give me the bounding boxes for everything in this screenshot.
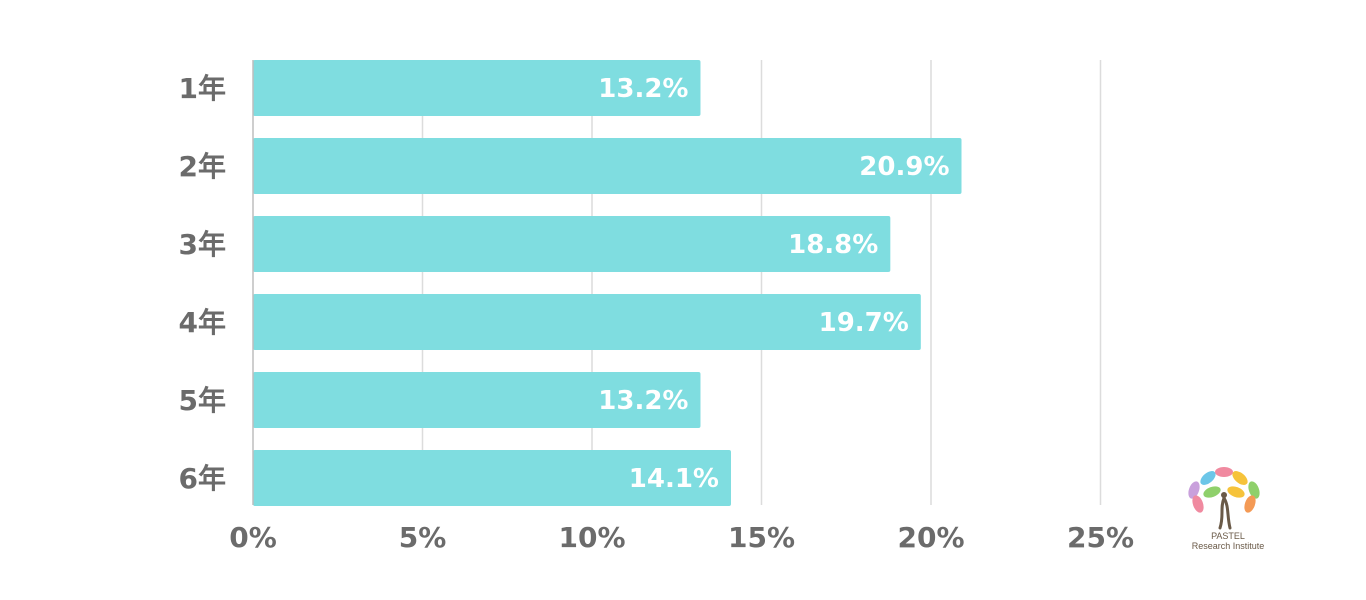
logo-petal [1248,481,1260,499]
category-label-3: 3年 [179,228,226,261]
logo-petal [1215,467,1233,477]
category-label-1: 1年 [179,72,226,105]
logo-petal [1227,486,1245,498]
data-label-6: 14.1% [629,464,719,494]
x-tick-label-0: 0% [229,521,277,554]
logo-petal [1244,495,1256,513]
data-label-1: 13.2% [598,74,688,104]
bar-6 [253,450,731,506]
data-label-2: 20.9% [859,152,949,182]
logo-line-2: Research Institute [1191,541,1265,551]
x-tick-label-25: 25% [1067,521,1134,554]
category-label-4: 4年 [179,306,226,339]
x-tick-label-5: 5% [399,521,447,554]
category-label-5: 5年 [179,384,226,417]
x-tick-label-20: 20% [897,521,964,554]
x-tick-label-15: 15% [728,521,795,554]
category-label-6: 6年 [179,462,226,495]
logo-line-1: PASTEL [1211,531,1245,541]
bar-5 [253,372,701,428]
bar-1 [253,60,701,116]
data-label-3: 18.8% [788,230,878,260]
bar-4 [253,294,921,350]
pastel-logo [1180,462,1276,558]
logo-petal [1200,471,1216,485]
data-label-4: 19.7% [819,308,909,338]
logo-text: PASTEL Research Institute [1178,531,1278,551]
logo-petal [1188,481,1200,499]
data-label-5: 13.2% [598,386,688,416]
logo-petal [1232,471,1248,485]
bar-3 [253,216,891,272]
bar-2 [253,138,962,194]
logo-petal [1203,486,1221,498]
x-tick-label-10: 10% [558,521,625,554]
logo-petal [1192,495,1204,513]
category-label-2: 2年 [179,150,226,183]
